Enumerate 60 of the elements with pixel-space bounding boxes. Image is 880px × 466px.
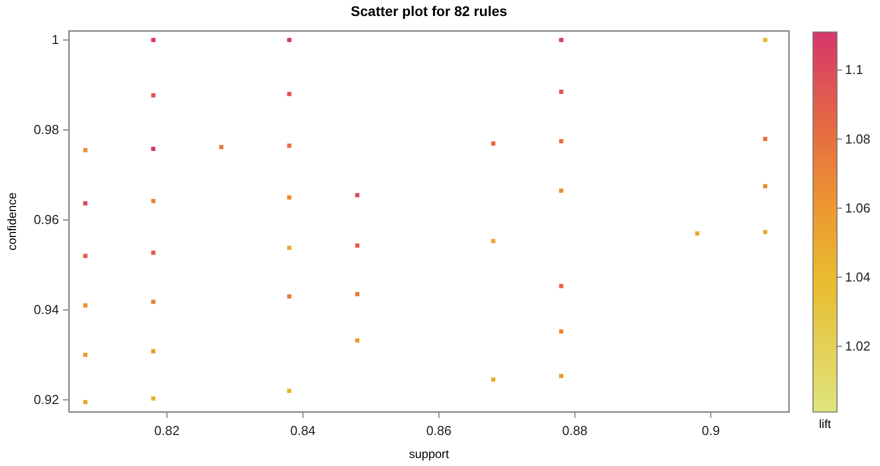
point (355, 292, 360, 296)
x-tick-label: 0.9 (702, 423, 720, 438)
color-bar-label: 1.06 (845, 200, 870, 216)
point (83, 148, 88, 152)
point (287, 144, 292, 148)
point (287, 294, 292, 299)
point (83, 303, 88, 308)
y-tick-label: 0.96 (34, 212, 59, 228)
point (151, 300, 156, 304)
point (763, 230, 768, 234)
point (287, 388, 292, 393)
y-tick-label: 1 (52, 32, 59, 48)
point (491, 377, 496, 382)
color-bar-label: 1.02 (845, 338, 870, 354)
point (355, 193, 360, 198)
point (219, 144, 224, 150)
x-tick-label: 0.86 (426, 423, 452, 438)
point (491, 238, 496, 244)
point (83, 254, 88, 258)
point (763, 38, 768, 42)
point (151, 396, 156, 401)
point (559, 90, 564, 94)
point (287, 38, 292, 42)
point (491, 141, 496, 146)
point (287, 246, 292, 250)
point (559, 374, 564, 378)
point (763, 184, 768, 188)
point (151, 146, 156, 151)
x-tick-label: 0.84 (290, 423, 316, 438)
point (559, 329, 564, 334)
point (695, 231, 700, 236)
color-bar-label: 1.1 (845, 62, 864, 78)
point (559, 38, 564, 42)
point (83, 352, 88, 357)
x-axis-title: support (408, 447, 450, 461)
y-tick-label: 0.92 (34, 392, 59, 408)
y-tick-label: 0.98 (34, 122, 59, 138)
point (559, 188, 564, 193)
point (355, 338, 360, 343)
point (151, 198, 156, 204)
point (287, 92, 292, 96)
point (151, 93, 156, 98)
point (83, 400, 88, 404)
y-tick-label: 0.94 (34, 302, 59, 318)
chart-title: Scatter plot for 82 rules (350, 3, 508, 19)
point (83, 201, 88, 206)
color-bar-title: lift (819, 417, 832, 431)
color-bar-label: 1.08 (845, 131, 870, 146)
x-tick-label: 0.82 (154, 423, 180, 438)
color-bar-label: 1.04 (845, 269, 870, 284)
point (287, 195, 292, 200)
point (355, 243, 360, 248)
point (559, 139, 564, 144)
point (763, 136, 768, 142)
point (151, 38, 156, 42)
point (151, 349, 156, 354)
point (151, 250, 156, 255)
point (559, 284, 564, 288)
y-axis-title: confidence (5, 192, 19, 251)
x-tick-label: 0.88 (562, 423, 588, 438)
